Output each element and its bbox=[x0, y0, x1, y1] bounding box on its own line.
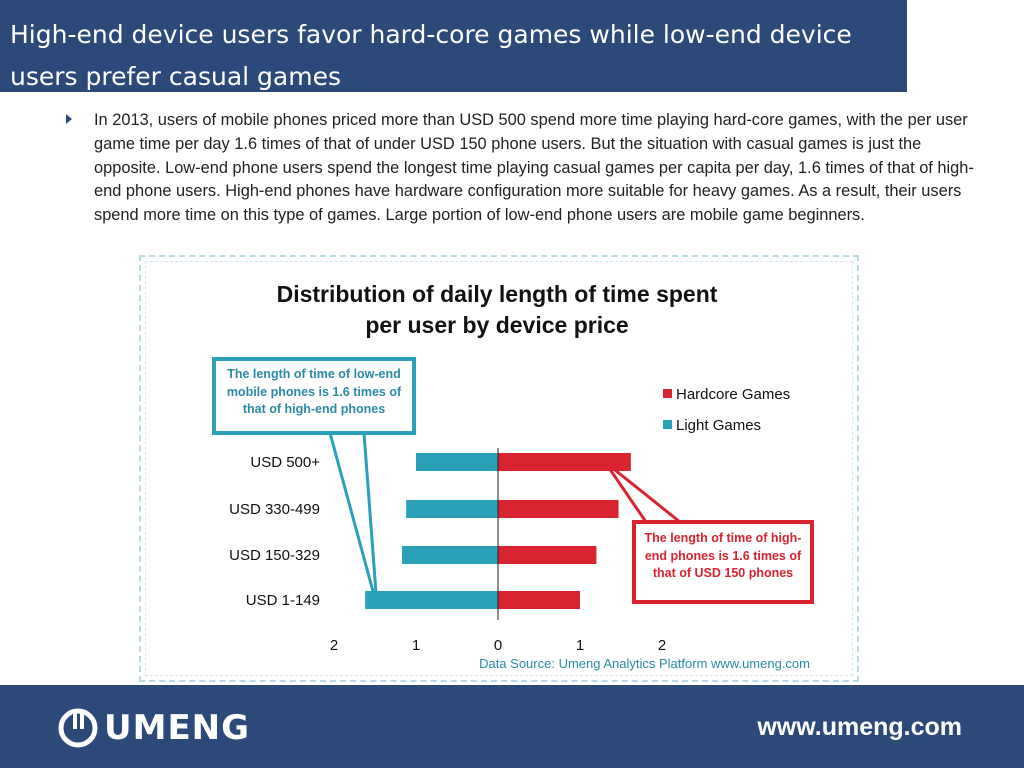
data-source: Data Source: Umeng Analytics Platform ww… bbox=[479, 656, 810, 671]
chart-frame bbox=[139, 255, 859, 682]
bar-hardcore-0 bbox=[498, 453, 631, 471]
umeng-logo: UMENG bbox=[58, 708, 249, 748]
bar-hardcore-1 bbox=[498, 500, 619, 518]
bar-light-2 bbox=[402, 546, 498, 564]
category-label-0: USD 500+ bbox=[250, 454, 320, 471]
bullet-text: In 2013, users of mobile phones priced m… bbox=[94, 111, 974, 225]
callout-high-end: The length of time of high-end phones is… bbox=[632, 520, 814, 604]
x-tick-4: 2 bbox=[658, 637, 666, 654]
bar-hardcore-3 bbox=[498, 591, 580, 609]
footer-bar bbox=[0, 685, 1024, 768]
legend-swatch-1 bbox=[663, 420, 672, 429]
chart-title-line-1: Distribution of daily length of time spe… bbox=[277, 281, 718, 307]
slide-title: High-end device users favor hard-core ga… bbox=[10, 20, 852, 91]
x-tick-labels: 2 1 0 1 2 bbox=[330, 637, 666, 654]
legend: Hardcore Games Light Games bbox=[663, 386, 790, 434]
category-label-3: USD 1-149 bbox=[246, 592, 320, 609]
x-tick-3: 1 bbox=[576, 637, 584, 654]
chart-frame-inner bbox=[145, 261, 853, 676]
legend-label-0: Hardcore Games bbox=[676, 386, 790, 403]
legend-label-1: Light Games bbox=[676, 417, 761, 434]
footer-url: www.umeng.com bbox=[757, 713, 962, 741]
x-tick-0: 2 bbox=[330, 637, 338, 654]
category-label-1: USD 330-499 bbox=[229, 501, 320, 518]
umeng-logo-icon bbox=[58, 708, 98, 748]
chart-title-line-2: per user by device price bbox=[365, 312, 628, 338]
category-labels: USD 500+ USD 330-499 USD 150-329 USD 1-149 bbox=[229, 454, 320, 609]
bar-hardcore-2 bbox=[498, 546, 597, 564]
callout-low-end: The length of time of low-end mobile pho… bbox=[212, 357, 416, 435]
bar-light-1 bbox=[406, 500, 498, 518]
category-label-2: USD 150-329 bbox=[229, 547, 320, 564]
bar-light-3 bbox=[365, 591, 498, 609]
bars bbox=[365, 453, 631, 609]
callout-low-end-pointer bbox=[328, 431, 379, 608]
x-tick-2: 0 bbox=[494, 637, 502, 654]
bullet-arrow-icon bbox=[66, 114, 72, 124]
callout-connectors bbox=[328, 431, 682, 608]
legend-swatch-0 bbox=[663, 389, 672, 398]
umeng-logo-text: UMENG bbox=[104, 708, 251, 748]
title-bar: High-end device users favor hard-core ga… bbox=[0, 0, 907, 92]
bar-light-0 bbox=[416, 453, 498, 471]
x-tick-1: 1 bbox=[412, 637, 420, 654]
